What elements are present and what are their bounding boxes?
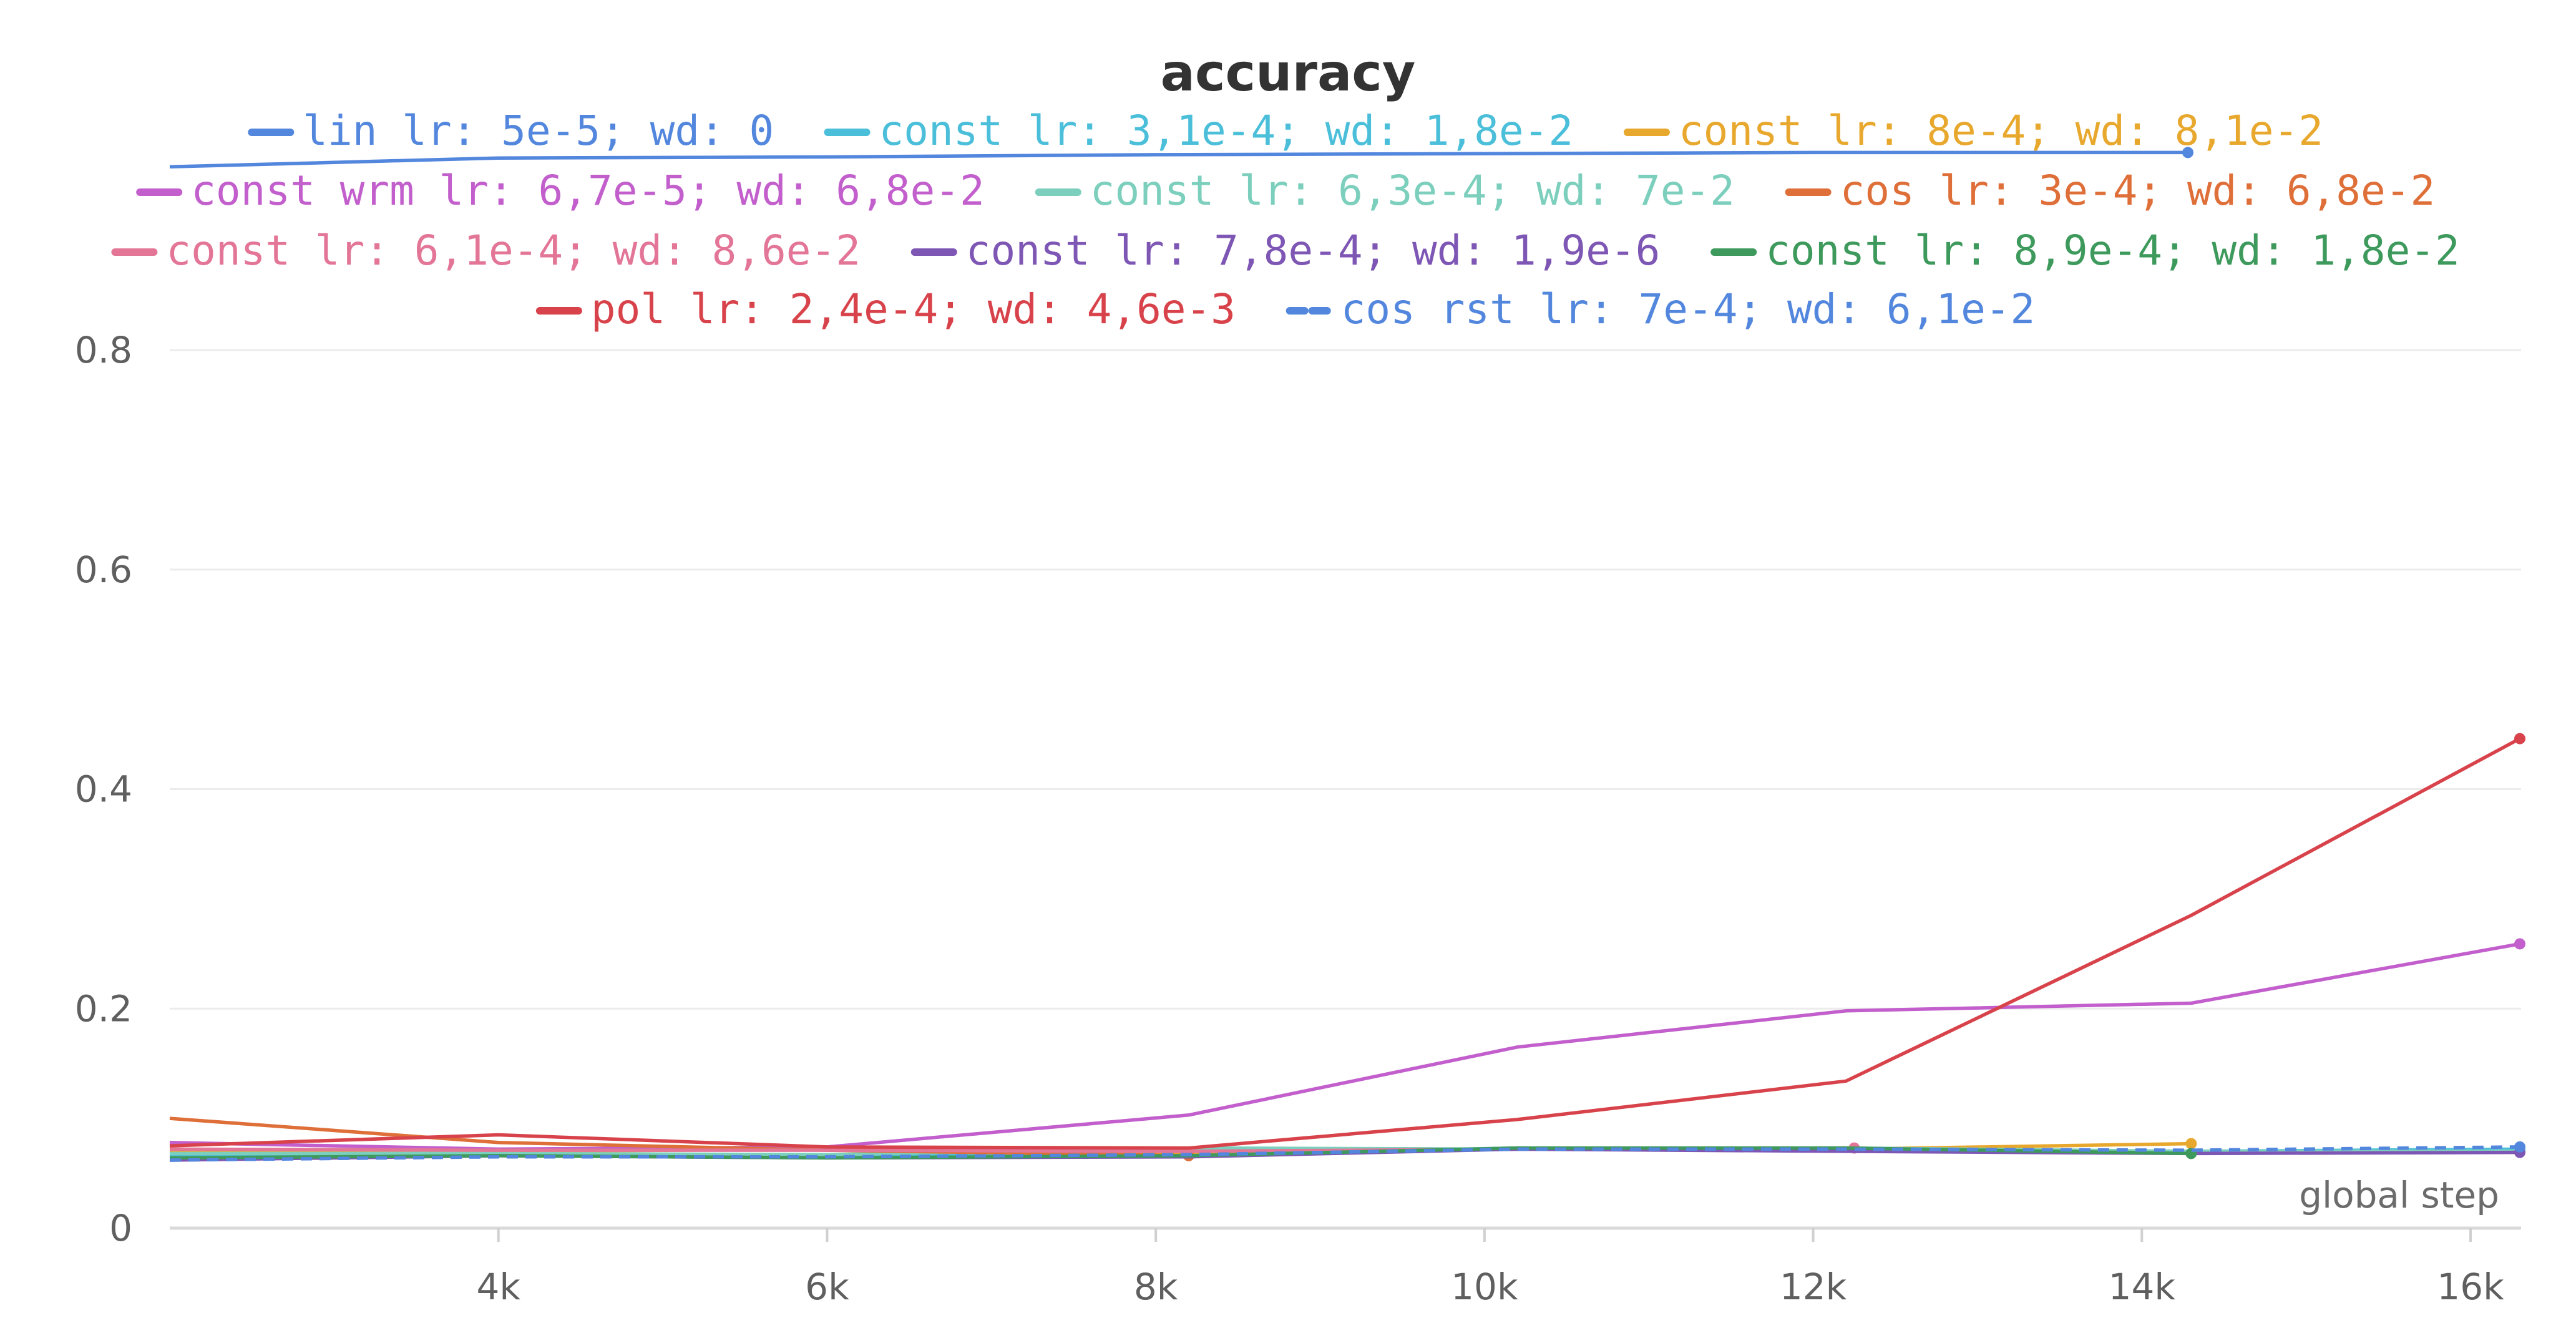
legend-item-4[interactable]: const lr: 6,3e-4; wd: 7e-2 [1035,167,1735,215]
x-tick-label: 12k [1780,1266,1847,1308]
x-tick-label: 6k [805,1266,849,1308]
series-line [169,1145,2520,1162]
legend-label: cos lr: 3e-4; wd: 6,8e-2 [1840,167,2436,215]
legend-item-5[interactable]: cos lr: 3e-4; wd: 6,8e-2 [1785,167,2436,215]
legend-item-6[interactable]: const lr: 6,1e-4; wd: 8,6e-2 [111,227,861,275]
series-line [169,737,2521,1150]
x-tick-label: 10k [1451,1266,1518,1308]
legend-label: cos rst lr: 7e-4; wd: 6,1e-2 [1341,285,2036,333]
series-end-point [2182,147,2194,159]
y-tick-label: 0.8 [75,329,132,371]
x-tick-label: 8k [1134,1266,1178,1308]
chart-title: accuracy [1161,44,1416,103]
legend-item-2[interactable]: const lr: 8e-4; wd: 8,1e-2 [1623,107,2323,155]
legend-label: pol lr: 2,4e-4; wd: 4,6e-3 [591,285,1236,333]
legend-label: const lr: 3,1e-4; wd: 1,8e-2 [879,107,1574,155]
x-tick-label: 14k [2109,1266,2176,1308]
series-line [169,150,2188,169]
legend-label: const lr: 6,3e-4; wd: 7e-2 [1090,167,1735,215]
series-3 [169,938,2525,1151]
series-end-point [2514,1141,2525,1153]
series-9 [169,733,2525,1150]
series-0 [169,147,2194,169]
series-end-point [2514,938,2525,950]
series-line [169,942,2520,1151]
x-axis: 4k 6k 8k 10k 12k 14k 16k [170,1226,2521,1308]
series-layer [169,147,2525,1162]
legend-item-3[interactable]: const wrm lr: 6,7e-5; wd: 6,8e-2 [136,167,985,215]
x-tick-label: 4k [476,1266,520,1308]
y-tick-label: 0.4 [75,768,132,811]
y-tick-label: 0.2 [75,987,132,1030]
y-axis: 0 0.2 0.4 0.6 0.8 [75,329,132,1249]
y-tick-label: 0 [109,1207,132,1249]
series-end-point [2514,733,2525,745]
legend-item-0[interactable]: lin lr: 5e-5; wd: 0 [248,107,774,155]
legend-label: lin lr: 5e-5; wd: 0 [303,107,774,155]
legend-item-7[interactable]: const lr: 7,8e-4; wd: 1,9e-6 [910,227,1661,275]
legend-item-9[interactable]: pol lr: 2,4e-4; wd: 4,6e-3 [535,285,1236,333]
legend-label: const lr: 8e-4; wd: 8,1e-2 [1679,107,2323,155]
x-axis-title: global step [2299,1174,2499,1216]
legend-item-10[interactable]: cos rst lr: 7e-4; wd: 6,1e-2 [1286,285,2036,333]
y-tick-label: 0.6 [75,549,132,591]
legend-item-8[interactable]: const lr: 8,9e-4; wd: 1,8e-2 [1710,227,2460,275]
series-10 [169,1141,2525,1162]
grid [170,349,2521,1010]
series-end-point [2185,1138,2197,1150]
x-tick-label: 16k [2437,1266,2504,1308]
legend-label: const lr: 7,8e-4; wd: 1,9e-6 [966,227,1661,275]
legend-label: const wrm lr: 6,7e-5; wd: 6,8e-2 [191,167,985,215]
legend-item-1[interactable]: const lr: 3,1e-4; wd: 1,8e-2 [824,107,1574,155]
legend: lin lr: 5e-5; wd: 0 const lr: 3,1e-4; wd:… [111,107,2460,333]
series-line [169,1116,1189,1158]
legend-label: const lr: 8,9e-4; wd: 1,8e-2 [1765,227,2460,275]
legend-label: const lr: 6,1e-4; wd: 8,6e-2 [166,227,861,275]
